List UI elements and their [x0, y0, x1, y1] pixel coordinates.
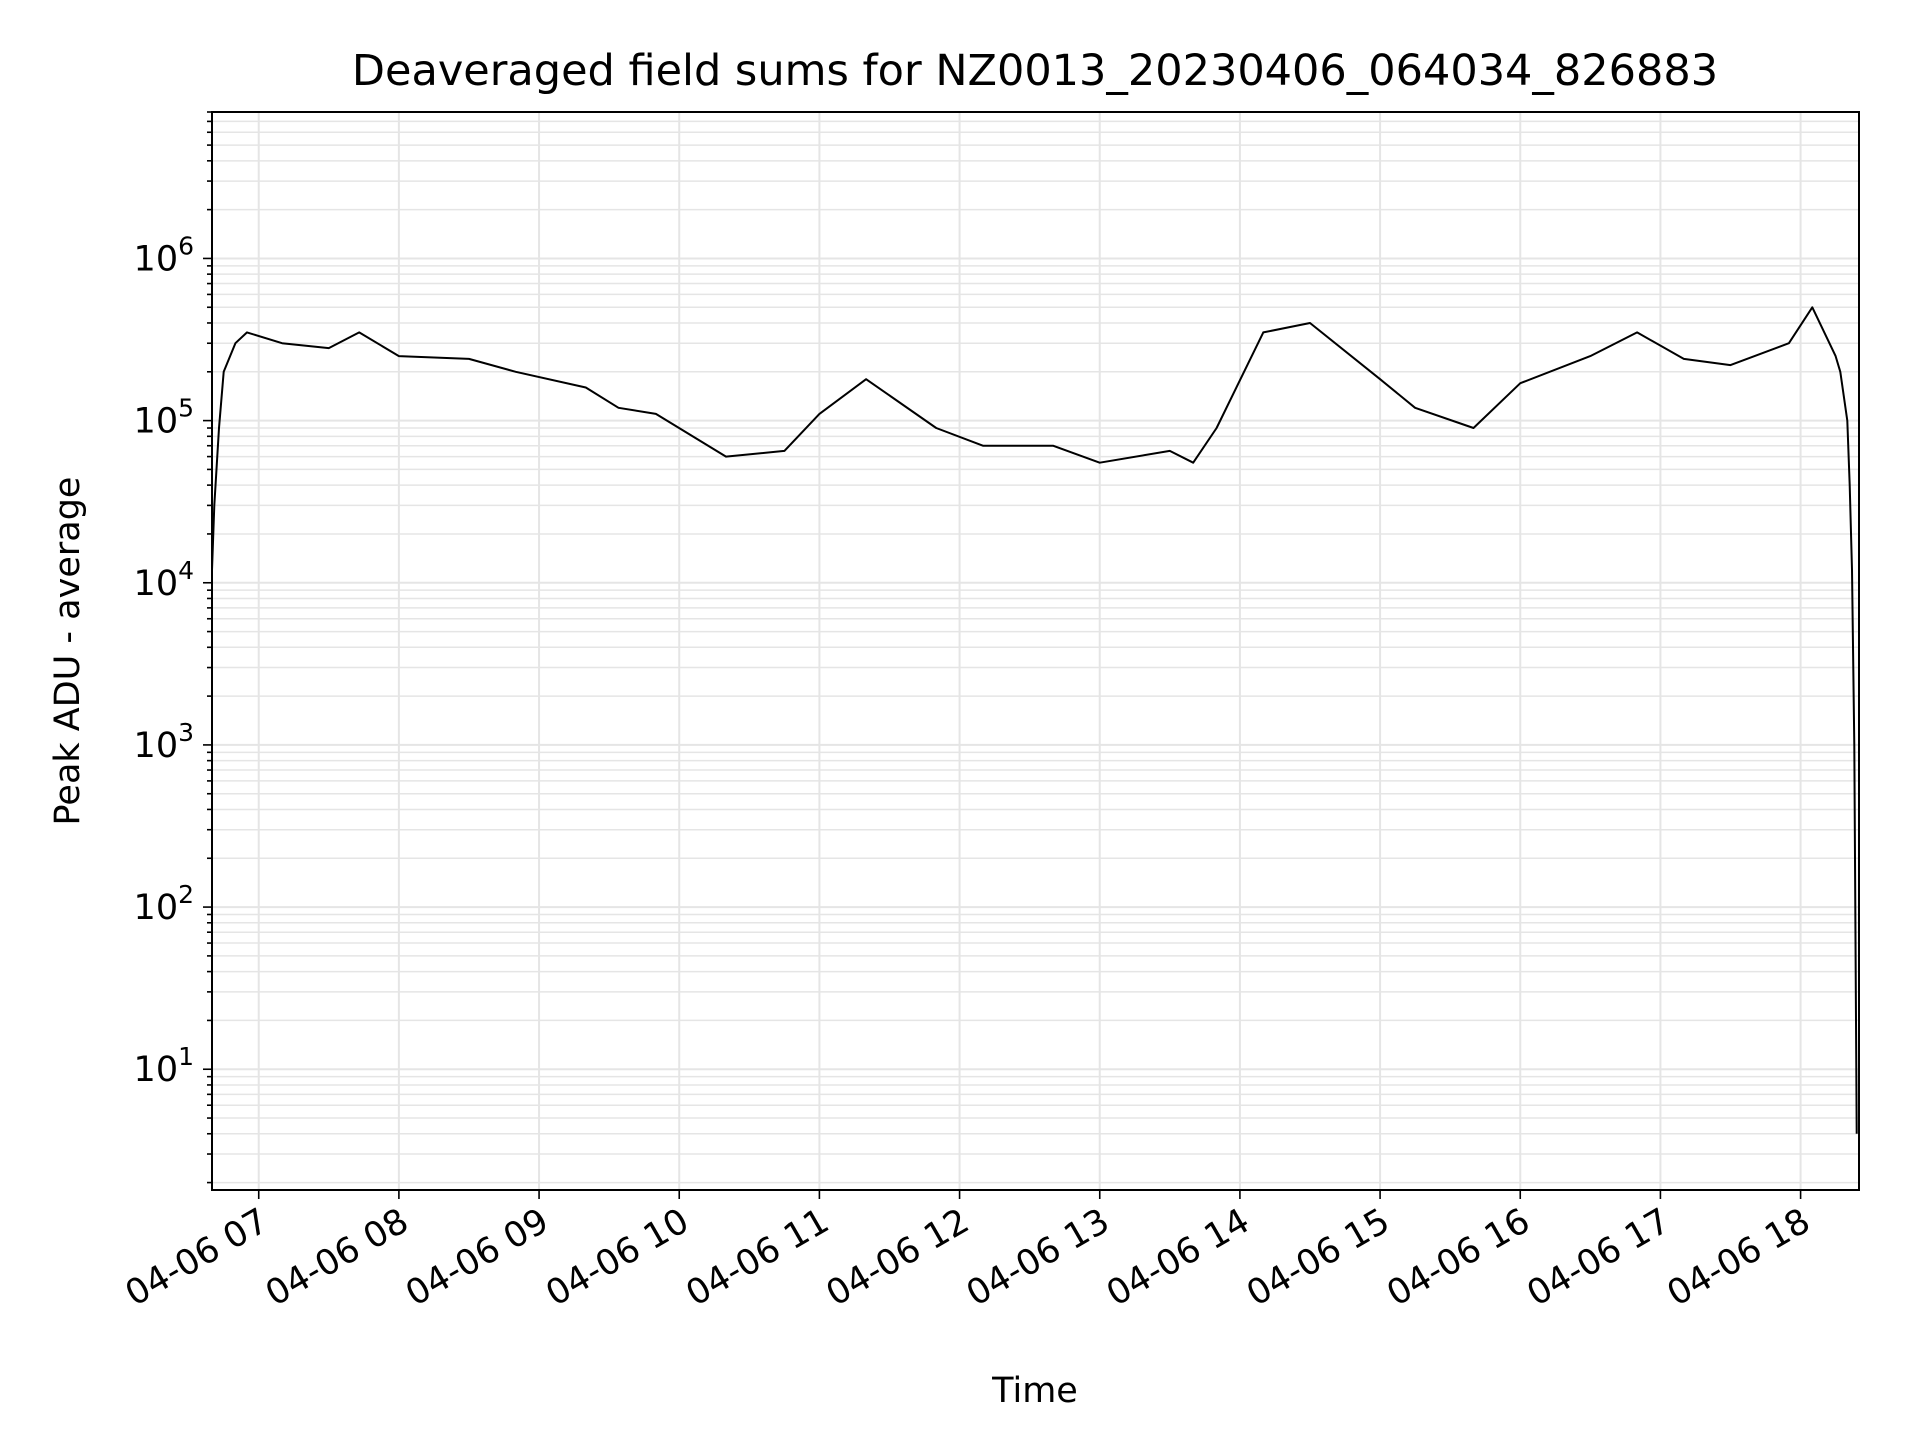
y-tick-label: 103 — [134, 718, 194, 766]
y-tick-label: 104 — [134, 556, 194, 604]
grid — [212, 111, 1859, 1190]
plot-frame — [211, 111, 1860, 1191]
y-axis-label: Peak ADU - average — [48, 477, 88, 826]
chart-title: Deaveraged field sums for NZ0013_2023040… — [352, 46, 1718, 96]
x-axis-label: Time — [991, 1371, 1078, 1411]
y-tick-label: 101 — [134, 1042, 194, 1090]
y-tick-label: 105 — [134, 394, 194, 442]
series-line — [211, 306, 1858, 1134]
y-tick-label: 106 — [134, 231, 194, 279]
series-layer — [211, 306, 1858, 1134]
y-tick-label: 102 — [134, 880, 194, 928]
